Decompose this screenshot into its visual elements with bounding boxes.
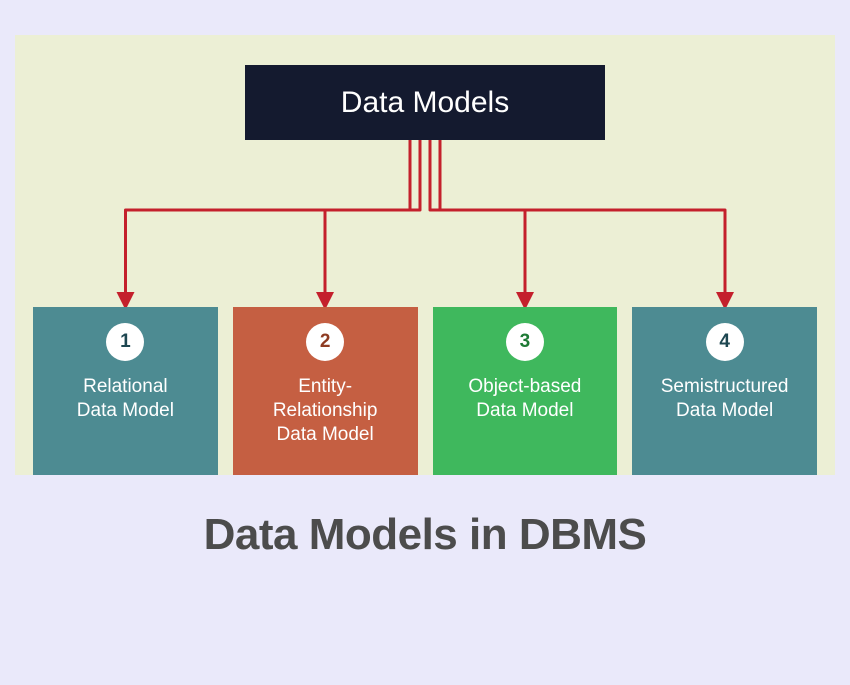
model-box-4: 4 SemistructuredData Model — [632, 307, 817, 475]
diagram-canvas: Data Models 1 RelationalData Model 2 Entity… — [15, 35, 835, 475]
model-label: Object-basedData Model — [460, 375, 589, 423]
root-label: Data Models — [341, 86, 509, 120]
caption-text: Data Models in DBMS — [204, 510, 647, 559]
model-number-badge: 4 — [706, 323, 744, 361]
model-number-badge: 3 — [506, 323, 544, 361]
model-label: RelationalData Model — [69, 375, 182, 423]
root-node: Data Models — [245, 65, 605, 140]
child-nodes-row: 1 RelationalData Model 2 Entity-Relationshi… — [15, 307, 835, 475]
model-number-badge: 1 — [106, 323, 144, 361]
model-label: Entity-RelationshipData Model — [265, 375, 386, 446]
model-box-1: 1 RelationalData Model — [33, 307, 218, 475]
model-box-3: 3 Object-basedData Model — [433, 307, 618, 475]
model-label: SemistructuredData Model — [653, 375, 797, 423]
page-caption: Data Models in DBMS — [0, 510, 850, 560]
model-number-badge: 2 — [306, 323, 344, 361]
model-box-2: 2 Entity-RelationshipData Model — [233, 307, 418, 475]
